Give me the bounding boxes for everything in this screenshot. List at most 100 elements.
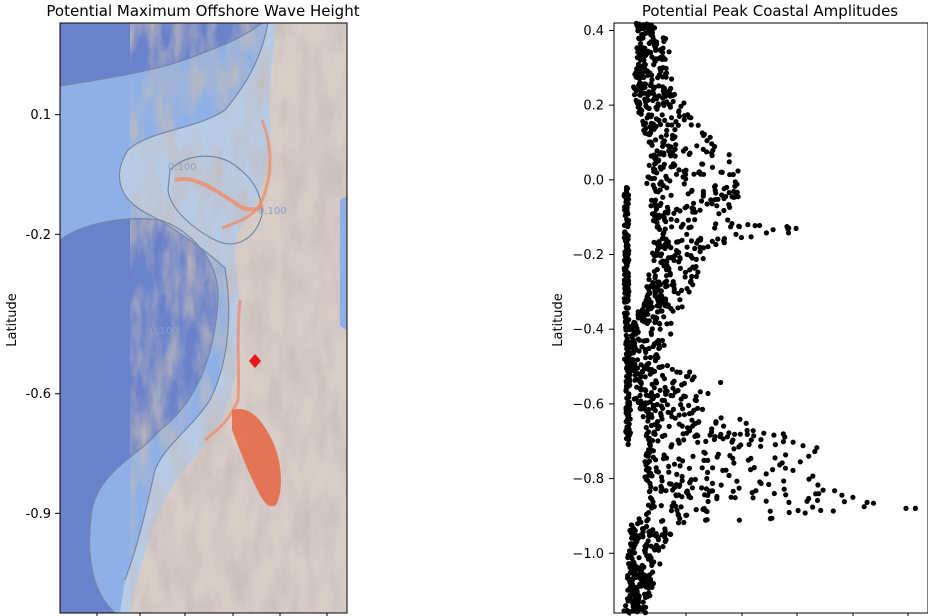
data-point [671, 210, 677, 216]
data-point [641, 90, 647, 96]
y-tick-label: 0.4 [583, 24, 604, 39]
data-point [712, 225, 718, 231]
data-point [709, 141, 715, 147]
east-sea-edge [340, 196, 347, 330]
data-point [673, 119, 679, 125]
data-point [642, 317, 648, 323]
data-point [656, 117, 662, 123]
scatter-frame [613, 22, 928, 614]
data-point [748, 234, 754, 240]
data-point [652, 547, 658, 553]
data-point [713, 221, 719, 227]
data-point [637, 40, 644, 47]
data-point [633, 600, 639, 607]
data-point [730, 455, 736, 461]
data-point [736, 223, 742, 229]
data-point [671, 257, 677, 263]
data-point [726, 190, 732, 196]
data-point [652, 293, 658, 299]
data-point [625, 572, 631, 579]
data-point [680, 458, 686, 464]
data-point [663, 132, 670, 138]
data-point [663, 74, 669, 80]
data-point [624, 310, 630, 316]
data-point [699, 406, 706, 412]
data-point [839, 492, 845, 498]
data-point [686, 151, 692, 157]
data-point [662, 56, 668, 62]
data-point [646, 276, 652, 282]
data-point [749, 490, 755, 496]
data-point [636, 555, 642, 561]
data-point [673, 171, 680, 177]
data-point [643, 355, 649, 361]
data-point [654, 247, 661, 253]
data-point [648, 81, 654, 87]
data-point [743, 420, 749, 426]
data-point [646, 393, 652, 399]
data-point [653, 380, 660, 386]
data-point [771, 490, 777, 497]
data-point [783, 452, 789, 458]
data-point [695, 237, 701, 244]
data-point [666, 463, 672, 469]
data-point [682, 269, 689, 275]
data-point [623, 193, 629, 199]
data-point [646, 532, 653, 539]
data-point [675, 305, 681, 311]
data-point [763, 230, 770, 236]
data-point [672, 415, 678, 421]
data-point [861, 504, 867, 510]
data-point [718, 415, 724, 421]
data-point [673, 248, 680, 254]
data-point [691, 374, 697, 380]
data-point [656, 242, 662, 248]
data-point [664, 204, 671, 210]
data-point [672, 484, 678, 490]
data-point [678, 396, 684, 402]
data-point [800, 443, 806, 449]
data-point [752, 223, 758, 229]
data-point [779, 460, 785, 466]
data-point [758, 480, 764, 486]
data-point [643, 99, 649, 105]
data-point [702, 450, 708, 456]
data-point [637, 80, 643, 86]
data-point [638, 111, 644, 117]
data-point [666, 255, 672, 261]
data-point [672, 127, 678, 133]
data-point [695, 122, 701, 128]
data-point [643, 338, 649, 344]
data-point [687, 369, 693, 375]
data-point [665, 122, 671, 128]
data-point [650, 85, 657, 91]
data-point [653, 137, 659, 143]
data-point [645, 366, 651, 372]
data-point [655, 309, 661, 315]
data-point [686, 402, 692, 409]
data-point [623, 332, 629, 338]
data-point [633, 323, 639, 330]
data-point [635, 315, 641, 321]
data-point [661, 342, 667, 348]
data-point [712, 197, 718, 203]
data-point [806, 453, 812, 459]
data-point [666, 469, 672, 475]
data-point [655, 103, 661, 109]
data-point [864, 499, 870, 505]
data-point [657, 345, 663, 351]
data-point [709, 480, 716, 486]
data-point [670, 135, 676, 141]
data-point [661, 161, 667, 167]
data-point [626, 554, 632, 560]
data-point [709, 201, 715, 207]
data-point [655, 426, 661, 432]
data-point [631, 559, 637, 566]
data-point [623, 339, 629, 345]
data-point [688, 253, 694, 259]
data-point [711, 436, 718, 443]
data-point [767, 508, 773, 514]
data-point [680, 174, 686, 180]
contour-label: 0.100 [258, 206, 287, 217]
data-point [634, 564, 640, 570]
